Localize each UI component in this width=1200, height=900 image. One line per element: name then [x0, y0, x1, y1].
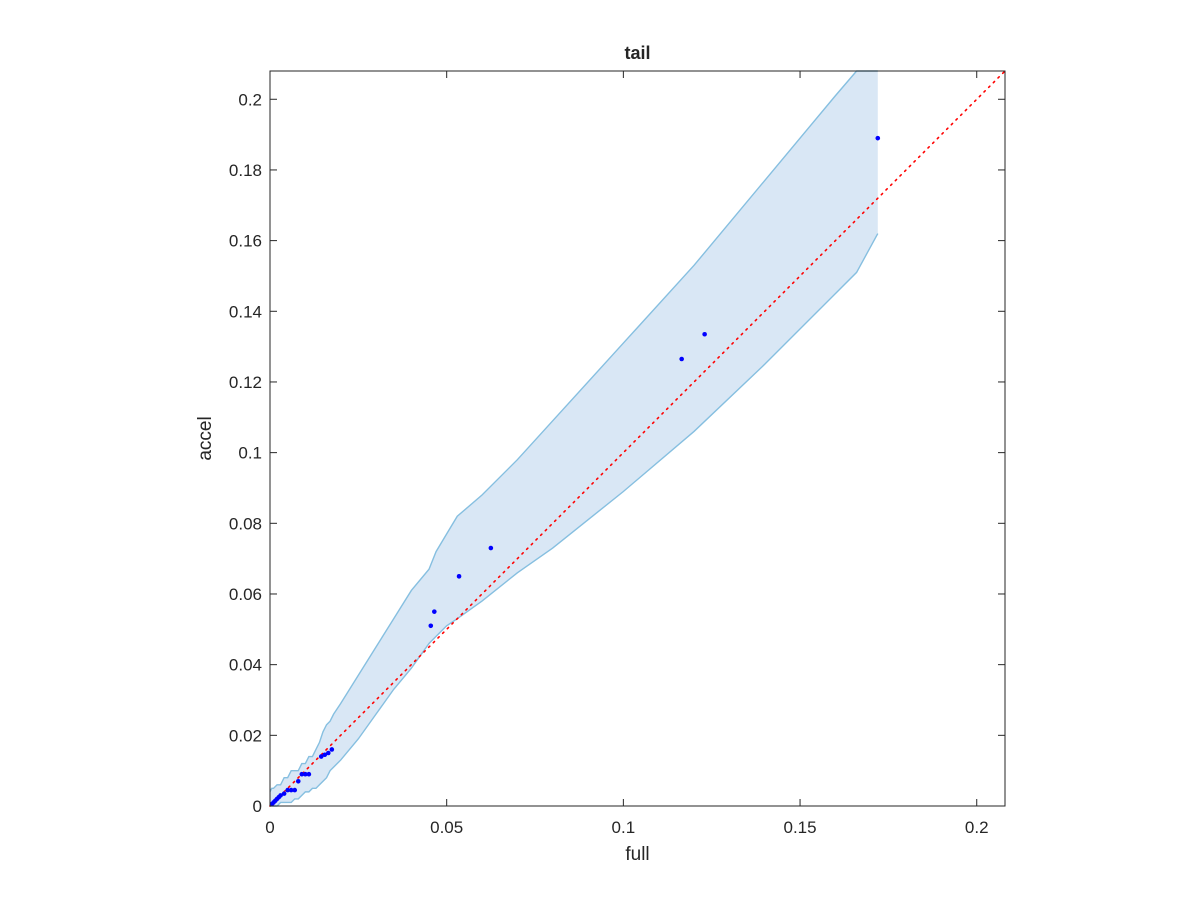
data-point	[329, 747, 335, 752]
x-axis-ticks: 0 0.05 0.1 0.15 0.2	[265, 71, 989, 837]
confidence-band	[269, 70, 879, 807]
data-point	[432, 609, 437, 614]
y-tick-label: 0.18	[229, 161, 262, 180]
data-point	[488, 545, 494, 551]
x-tick-label: 0.05	[430, 818, 463, 837]
data-point	[875, 135, 881, 141]
reference-line-layer	[269, 70, 1006, 807]
data-point	[292, 787, 298, 793]
data-point	[702, 331, 707, 337]
y-axis-label: accel	[195, 416, 216, 460]
data-point	[428, 623, 434, 629]
y-tick-label: 0.04	[229, 656, 262, 675]
data-point	[322, 752, 328, 758]
chart-title: tail	[624, 43, 650, 63]
y-tick-label: 0.08	[229, 514, 262, 533]
data-point	[306, 771, 312, 777]
data-point	[295, 778, 301, 784]
data-points	[269, 135, 881, 807]
data-point	[299, 771, 305, 777]
data-point	[288, 787, 294, 793]
y-tick-label: 0	[253, 797, 262, 816]
y-tick-label: 0.16	[229, 232, 262, 251]
data-point	[285, 787, 290, 793]
y-tick-label: 0.14	[229, 302, 262, 321]
plot-area: 0 0.05 0.1 0.15 0.2 0 0.02 0.04 0.06 0.08 0.1 0.12…	[229, 70, 1006, 837]
data-point	[318, 754, 324, 759]
y-tick-label: 0.02	[229, 726, 262, 745]
x-tick-label: 0.15	[784, 818, 817, 837]
data-point	[281, 791, 287, 796]
x-axis-label: full	[625, 844, 649, 865]
x-tick-label: 0.2	[965, 818, 989, 837]
data-point	[456, 574, 462, 579]
data-point	[278, 793, 283, 798]
data-point	[303, 771, 308, 777]
data-point	[679, 356, 684, 362]
y-tick-label: 0.06	[229, 585, 262, 604]
band-fill	[270, 71, 878, 806]
y-axis-ticks: 0 0.02 0.04 0.06 0.08 0.1 0.12 0.14 0.16 0.18 0.2	[229, 90, 1005, 816]
y-tick-label: 0.12	[229, 373, 262, 392]
y-tick-label: 0.1	[238, 444, 262, 463]
y-tick-label: 0.2	[238, 90, 262, 109]
band-lower-edge	[270, 233, 879, 807]
band-upper-edge	[269, 70, 878, 793]
x-tick-label: 0.1	[612, 818, 636, 837]
x-tick-label: 0	[265, 818, 274, 837]
reference-line	[269, 70, 1006, 807]
axes-box	[269, 70, 1006, 807]
data-point	[326, 750, 331, 756]
